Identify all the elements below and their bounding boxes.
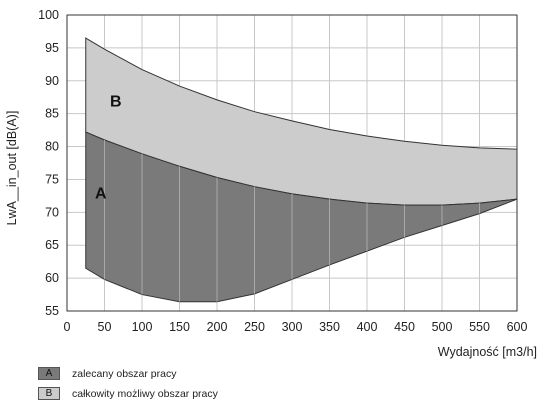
y-tick-label-0: 55	[45, 304, 59, 318]
legend-item-a: A zalecany obszar pracy	[38, 367, 176, 380]
y-tick-label-6: 85	[45, 107, 59, 121]
legend-item-b: B całkowity możliwy obszar pracy	[38, 387, 218, 400]
legend-label-b: całkowity możliwy obszar pracy	[72, 387, 218, 400]
region-label-a: A	[95, 186, 107, 203]
y-tick-label-5: 80	[45, 140, 59, 154]
x-tick-label-12: 600	[507, 320, 528, 334]
areas	[85, 37, 518, 303]
legend-swatch-a: A	[38, 367, 60, 380]
y-tick-label-3: 70	[45, 205, 59, 219]
x-tick-label-2: 100	[132, 320, 153, 334]
x-tick-label-4: 200	[207, 320, 228, 334]
x-tick-label-7: 350	[319, 320, 340, 334]
x-tick-label-5: 250	[244, 320, 265, 334]
x-tick-label-9: 450	[394, 320, 415, 334]
x-tick-label-3: 150	[169, 320, 190, 334]
plot-border	[66, 14, 518, 312]
legend-swatch-b: B	[38, 387, 60, 400]
y-tick-label-2: 65	[45, 238, 59, 252]
x-tick-label-11: 550	[469, 320, 490, 334]
y-tick-label-4: 75	[45, 172, 59, 186]
x-tick-label-0: 0	[64, 320, 71, 334]
y-tick-label-7: 90	[45, 74, 59, 88]
region-labels: AB	[95, 94, 122, 203]
x-tick-labels: 0 50 100 150 200 250 300 350 400 450 500 550 600	[64, 320, 528, 334]
y-tick-labels: 55 60 65 70 75 80 85 90 95 100	[38, 8, 59, 318]
y-tick-label-1: 60	[45, 271, 59, 285]
x-tick-label-6: 300	[282, 320, 303, 334]
chart: 0 50 100 150 200 250 300 350 400 450 500 550 600 55 6…	[5, 8, 537, 359]
plot-frame	[66, 14, 518, 312]
y-tick-label-9: 100	[38, 8, 59, 22]
y-axis-label: LwA__in_out [dB(A)]	[5, 111, 19, 226]
y-tick-label-8: 95	[45, 41, 59, 55]
region-label-b: B	[110, 94, 122, 111]
x-tick-label-10: 500	[432, 320, 453, 334]
region-a-area	[85, 131, 518, 303]
legend-label-a: zalecany obszar pracy	[72, 367, 177, 380]
x-tick-label-8: 400	[357, 320, 378, 334]
x-tick-label-1: 50	[98, 320, 112, 334]
x-axis-label: Wydajność [m3/h]	[438, 345, 537, 359]
